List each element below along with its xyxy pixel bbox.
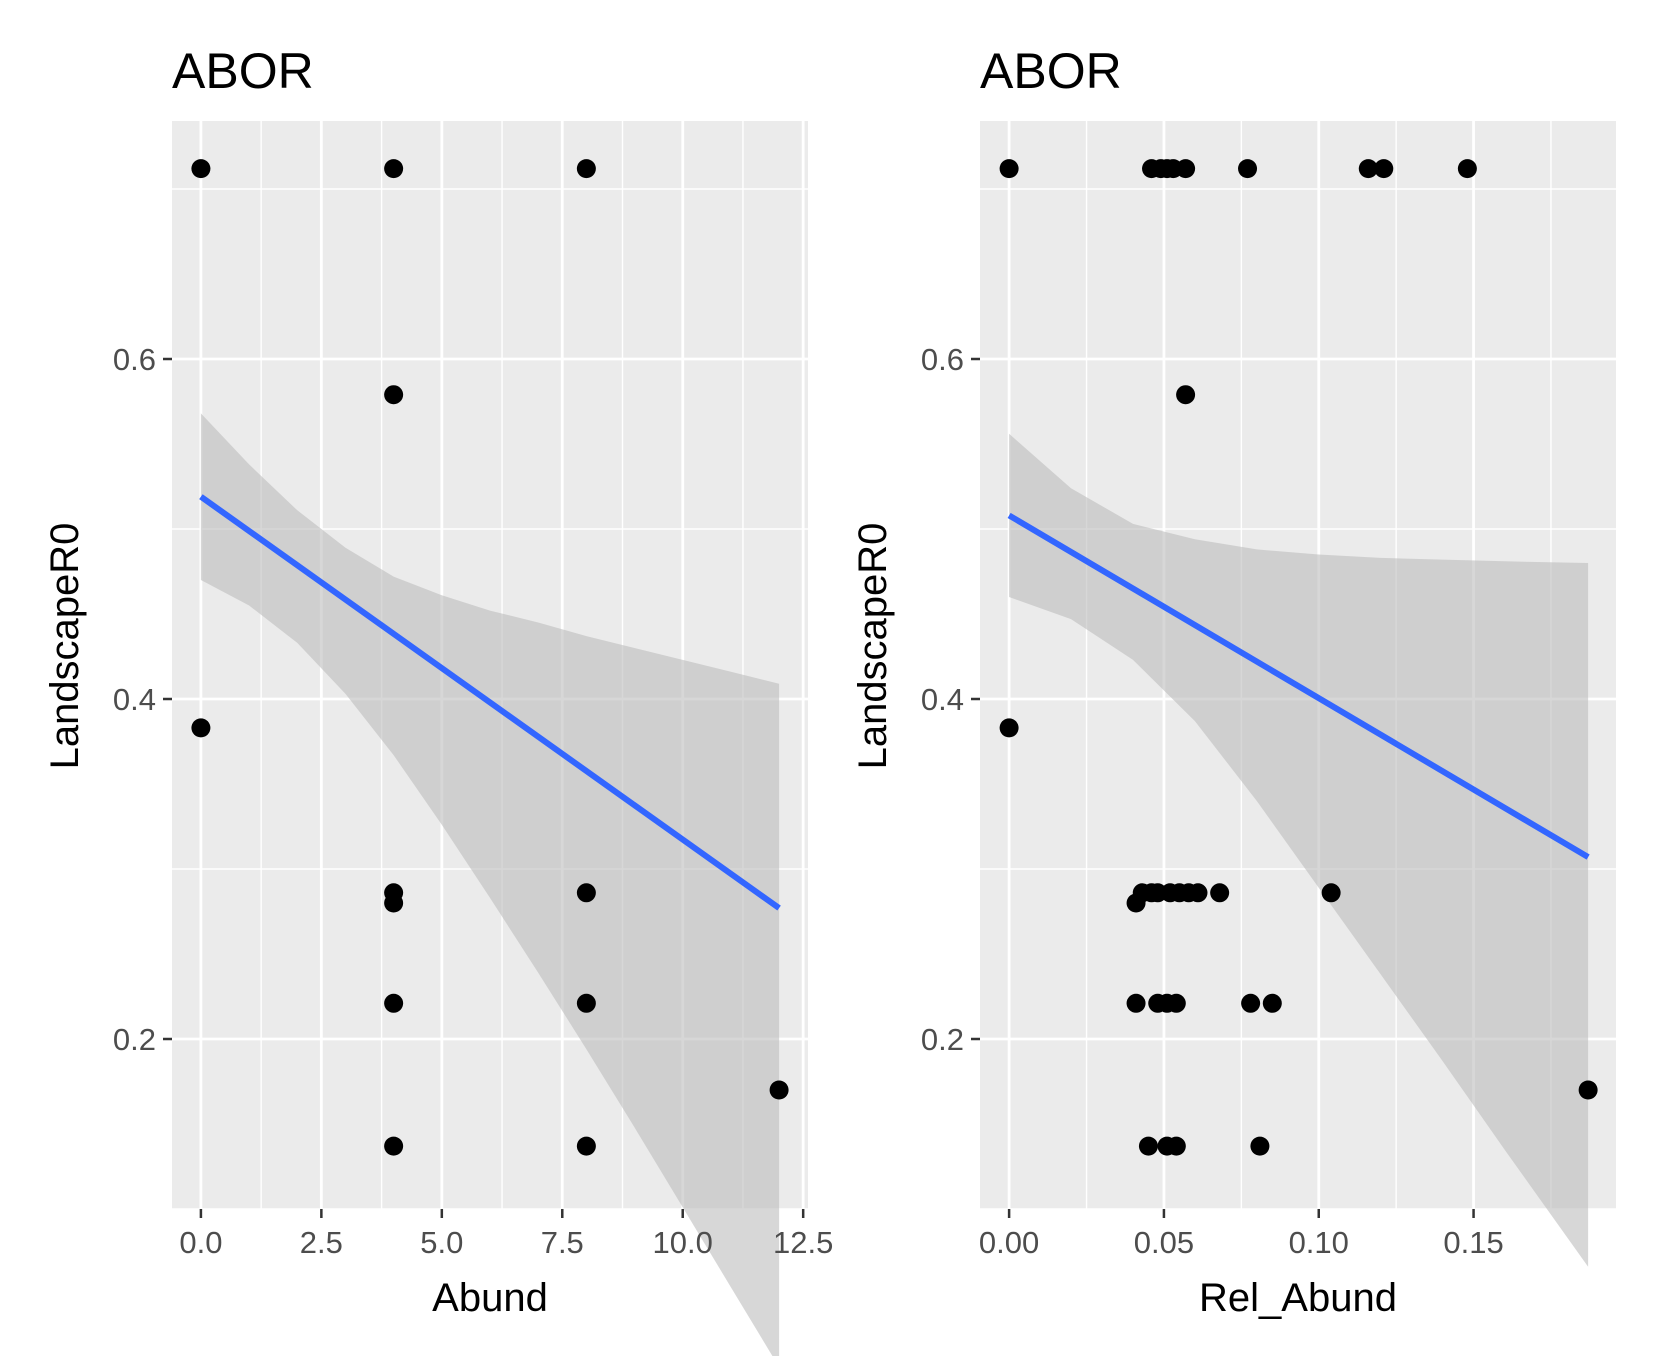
y-tick-label: 0.4 [113, 682, 156, 717]
y-tick-label: 0.6 [113, 342, 156, 377]
data-point [999, 718, 1019, 738]
y-tick-label: 0.6 [921, 342, 964, 377]
data-point [1138, 1136, 1158, 1156]
data-point [191, 718, 211, 738]
data-point [1262, 993, 1282, 1013]
y-axis-title: LandscapeR0 [43, 523, 87, 770]
x-axis-title: Rel_Abund [1199, 1276, 1397, 1320]
data-point [1176, 385, 1196, 405]
data-point [384, 385, 404, 405]
x-tick-label: 0.10 [1289, 1225, 1349, 1260]
data-point [576, 883, 596, 903]
data-point [1578, 1080, 1598, 1100]
data-point [1238, 159, 1258, 179]
data-point [1250, 1136, 1270, 1156]
x-tick-label: 0.00 [979, 1225, 1039, 1260]
data-point [576, 993, 596, 1013]
data-point [1176, 159, 1196, 179]
data-point [1241, 993, 1261, 1013]
confidence-ribbon [200, 413, 780, 1356]
plot-layer: 0.0 2.5 5.0 7.5 10.0 12.5 0.2 0.4 0.6 [113, 121, 833, 1356]
data-point [576, 159, 596, 179]
panel-title: ABOR [980, 43, 1122, 99]
panel-abund: 0.0 2.5 5.0 7.5 10.0 12.5 0.2 0.4 0.6 ABOR Abund… [43, 43, 833, 1356]
data-point [384, 993, 404, 1013]
x-tick-label: 10.0 [653, 1225, 713, 1260]
data-point [191, 159, 211, 179]
data-point [1126, 893, 1146, 913]
data-point [384, 893, 404, 913]
x-tick-label: 7.5 [541, 1225, 584, 1260]
data-point [384, 1136, 404, 1156]
regression-line [199, 494, 781, 911]
data-point [1126, 993, 1146, 1013]
x-tick-label: 0.05 [1134, 1225, 1194, 1260]
data-point [1210, 883, 1230, 903]
data-point [1188, 883, 1208, 903]
data-point [999, 159, 1019, 179]
data-point [1166, 993, 1186, 1013]
confidence-ribbon [1009, 433, 1589, 1267]
panel-rel-abund: 0.00 0.05 0.10 0.15 0.2 0.4 0.6 ABOR Rel_Abund… [851, 43, 1616, 1320]
regression-line [1007, 512, 1590, 860]
data-point [384, 159, 404, 179]
x-tick-label: 2.5 [300, 1225, 343, 1260]
x-tick-label: 0.0 [179, 1225, 222, 1260]
y-tick-label: 0.2 [113, 1022, 156, 1057]
x-axis-title: Abund [432, 1276, 548, 1320]
y-tick-label: 0.4 [921, 682, 964, 717]
data-point [1374, 159, 1394, 179]
data-point [1166, 1136, 1186, 1156]
data-point [769, 1080, 789, 1100]
data-point [1457, 159, 1477, 179]
data-point [1321, 883, 1341, 903]
x-tick-label: 0.15 [1443, 1225, 1503, 1260]
data-point [576, 1136, 596, 1156]
panel-title: ABOR [172, 43, 314, 99]
y-tick-label: 0.2 [921, 1022, 964, 1057]
x-tick-label: 12.5 [773, 1225, 833, 1260]
data-point [1358, 159, 1378, 179]
x-tick-label: 5.0 [420, 1225, 463, 1260]
plot-layer: 0.00 0.05 0.10 0.15 0.2 0.4 0.6 [921, 121, 1616, 1267]
y-axis-title: LandscapeR0 [851, 523, 895, 770]
